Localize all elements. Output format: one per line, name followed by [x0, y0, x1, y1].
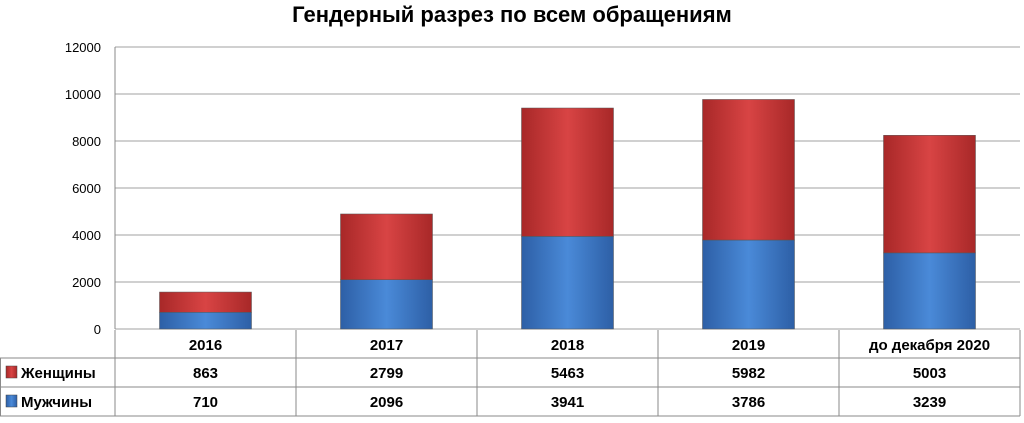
- table-cell: 3239: [913, 394, 946, 411]
- y-tick-label: 4000: [72, 228, 101, 243]
- bar-women: [883, 135, 976, 254]
- bar-men: [702, 239, 795, 330]
- category-label: до декабря 2020: [869, 337, 990, 354]
- category-label: 2018: [551, 337, 584, 354]
- bar-women: [340, 213, 433, 280]
- y-tick-label: 6000: [72, 181, 101, 196]
- table-cell: 5463: [551, 365, 584, 382]
- y-tick-label: 0: [94, 322, 101, 337]
- table-cell: 863: [193, 365, 218, 382]
- bar-women: [521, 107, 614, 237]
- bar-women: [159, 291, 252, 313]
- y-tick-label: 10000: [65, 87, 101, 102]
- bar-men: [883, 252, 976, 330]
- table-cell: 2096: [370, 394, 403, 411]
- legend-swatch-women: [5, 365, 18, 379]
- table-cell: 2799: [370, 365, 403, 382]
- legend-swatch-men: [5, 394, 18, 408]
- table-cell: 5003: [913, 365, 946, 382]
- bar-men: [521, 236, 614, 330]
- category-label: 2016: [189, 337, 222, 354]
- legend-label: Мужчины: [21, 394, 92, 411]
- table-cell: 5982: [732, 365, 765, 382]
- table-cell: 3941: [551, 394, 584, 411]
- y-tick-label: 8000: [72, 134, 101, 149]
- table-cell: 710: [193, 394, 218, 411]
- category-label: 2019: [732, 337, 765, 354]
- bar-men: [159, 312, 252, 330]
- y-tick-label: 2000: [72, 275, 101, 290]
- y-tick-label: 12000: [65, 40, 101, 55]
- table-cell: 3786: [732, 394, 765, 411]
- category-label: 2017: [370, 337, 403, 354]
- bar-men: [340, 279, 433, 330]
- bar-women: [702, 99, 795, 241]
- chart-title: Гендерный разрез по всем обращениям: [292, 2, 732, 27]
- legend-label: Женщины: [20, 365, 96, 382]
